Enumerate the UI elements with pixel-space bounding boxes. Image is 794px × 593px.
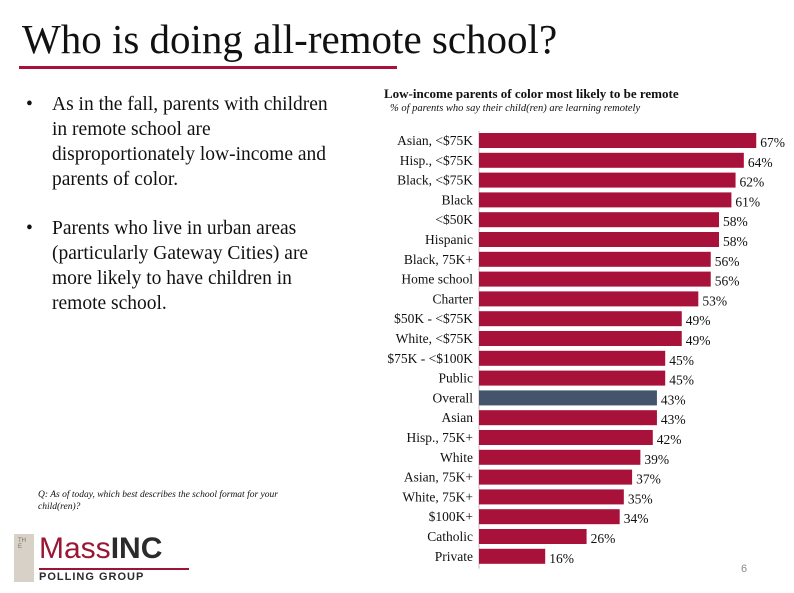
bar (479, 291, 699, 307)
category-label: White, <$75K (396, 331, 474, 346)
logo-mass-text: Mass (39, 532, 111, 565)
category-label: Asian, 75K+ (404, 470, 473, 485)
category-label: Hisp., 75K+ (407, 430, 474, 445)
value-label: 26% (591, 531, 616, 546)
value-label: 64% (748, 155, 773, 170)
value-label: 67% (760, 135, 785, 150)
page-title: Who is doing all-remote school? (22, 16, 558, 62)
bullet-item: • Parents who live in urban areas (parti… (22, 216, 332, 316)
bar (479, 271, 711, 287)
bullet-marker: • (26, 94, 33, 115)
value-label: 35% (628, 491, 653, 506)
value-label: 61% (735, 194, 760, 209)
logo-wordmark: MassINC (39, 532, 162, 566)
category-label: $75K - <$100K (387, 351, 473, 366)
category-label: $100K+ (429, 509, 473, 524)
category-label: Charter (433, 291, 474, 306)
category-label: Overall (433, 390, 474, 405)
category-label: Asian (442, 410, 474, 425)
bar (479, 548, 546, 564)
value-label: 62% (740, 175, 765, 190)
bar (479, 133, 757, 148)
logo-the-text: THE (18, 538, 26, 550)
bar (479, 232, 720, 247)
category-label: Hisp., <$75K (400, 153, 473, 168)
bullet-marker: • (26, 218, 33, 239)
category-label: Black (442, 192, 474, 207)
bar (479, 469, 633, 485)
value-label: 43% (661, 412, 686, 427)
value-label: 39% (644, 452, 669, 467)
value-label: 58% (723, 214, 748, 229)
survey-question: Q: As of today, which best describes the… (38, 490, 278, 512)
bar (479, 489, 624, 505)
value-label: 49% (686, 313, 711, 328)
bar (479, 410, 657, 426)
category-label: <$50K (435, 212, 473, 227)
category-label: Black, 75K+ (404, 252, 473, 267)
value-label: 16% (549, 551, 574, 566)
bar (479, 152, 744, 168)
category-label: Catholic (427, 529, 473, 544)
value-label: 42% (657, 432, 682, 447)
value-label: 34% (624, 511, 649, 526)
value-label: 49% (686, 333, 711, 348)
value-label: 56% (715, 254, 740, 269)
category-label: Public (438, 371, 473, 386)
value-label: 58% (723, 234, 748, 249)
bar (479, 192, 732, 208)
value-label: 53% (702, 293, 727, 308)
bullet-item: • As in the fall, parents with children … (22, 92, 332, 192)
chart-title: Low-income parents of color most likely … (384, 86, 679, 101)
bar (479, 311, 682, 327)
bar (479, 509, 620, 525)
page-number: 6 (741, 563, 748, 575)
massinc-logo: THE MassINC POLLING GROUP (14, 532, 189, 584)
bullet-text: Parents who live in urban areas (particu… (52, 218, 309, 314)
category-label: $50K - <$75K (394, 311, 473, 326)
title-underline (19, 66, 397, 69)
value-label: 45% (669, 353, 694, 368)
bar (479, 251, 711, 267)
bullet-text: As in the fall, parents with children in… (52, 94, 328, 190)
bar (479, 172, 736, 188)
chart-subtitle: % of parents who say their child(ren) ar… (390, 103, 641, 114)
bar (479, 331, 682, 346)
bar (479, 370, 666, 386)
value-label: 45% (669, 373, 694, 388)
category-label: White, 75K+ (402, 489, 473, 504)
category-label: Black, <$75K (397, 173, 473, 188)
bullet-list: • As in the fall, parents with children … (22, 92, 332, 340)
bar (479, 529, 587, 544)
value-label: 37% (636, 472, 661, 487)
bar (479, 350, 666, 366)
category-label: White (440, 450, 473, 465)
logo-polling-group: POLLING GROUP (39, 568, 189, 585)
category-label: Home school (401, 272, 473, 287)
logo-inc-text: INC (110, 532, 163, 565)
bar (479, 212, 720, 228)
category-label: Asian, <$75K (397, 133, 473, 148)
category-label: Hispanic (425, 232, 473, 247)
value-label: 56% (715, 274, 740, 289)
bar (479, 430, 653, 445)
category-label: Private (435, 549, 473, 564)
logo-side-block: THE (14, 534, 34, 582)
bar (479, 390, 657, 406)
bar (479, 449, 641, 465)
value-label: 43% (661, 392, 686, 407)
